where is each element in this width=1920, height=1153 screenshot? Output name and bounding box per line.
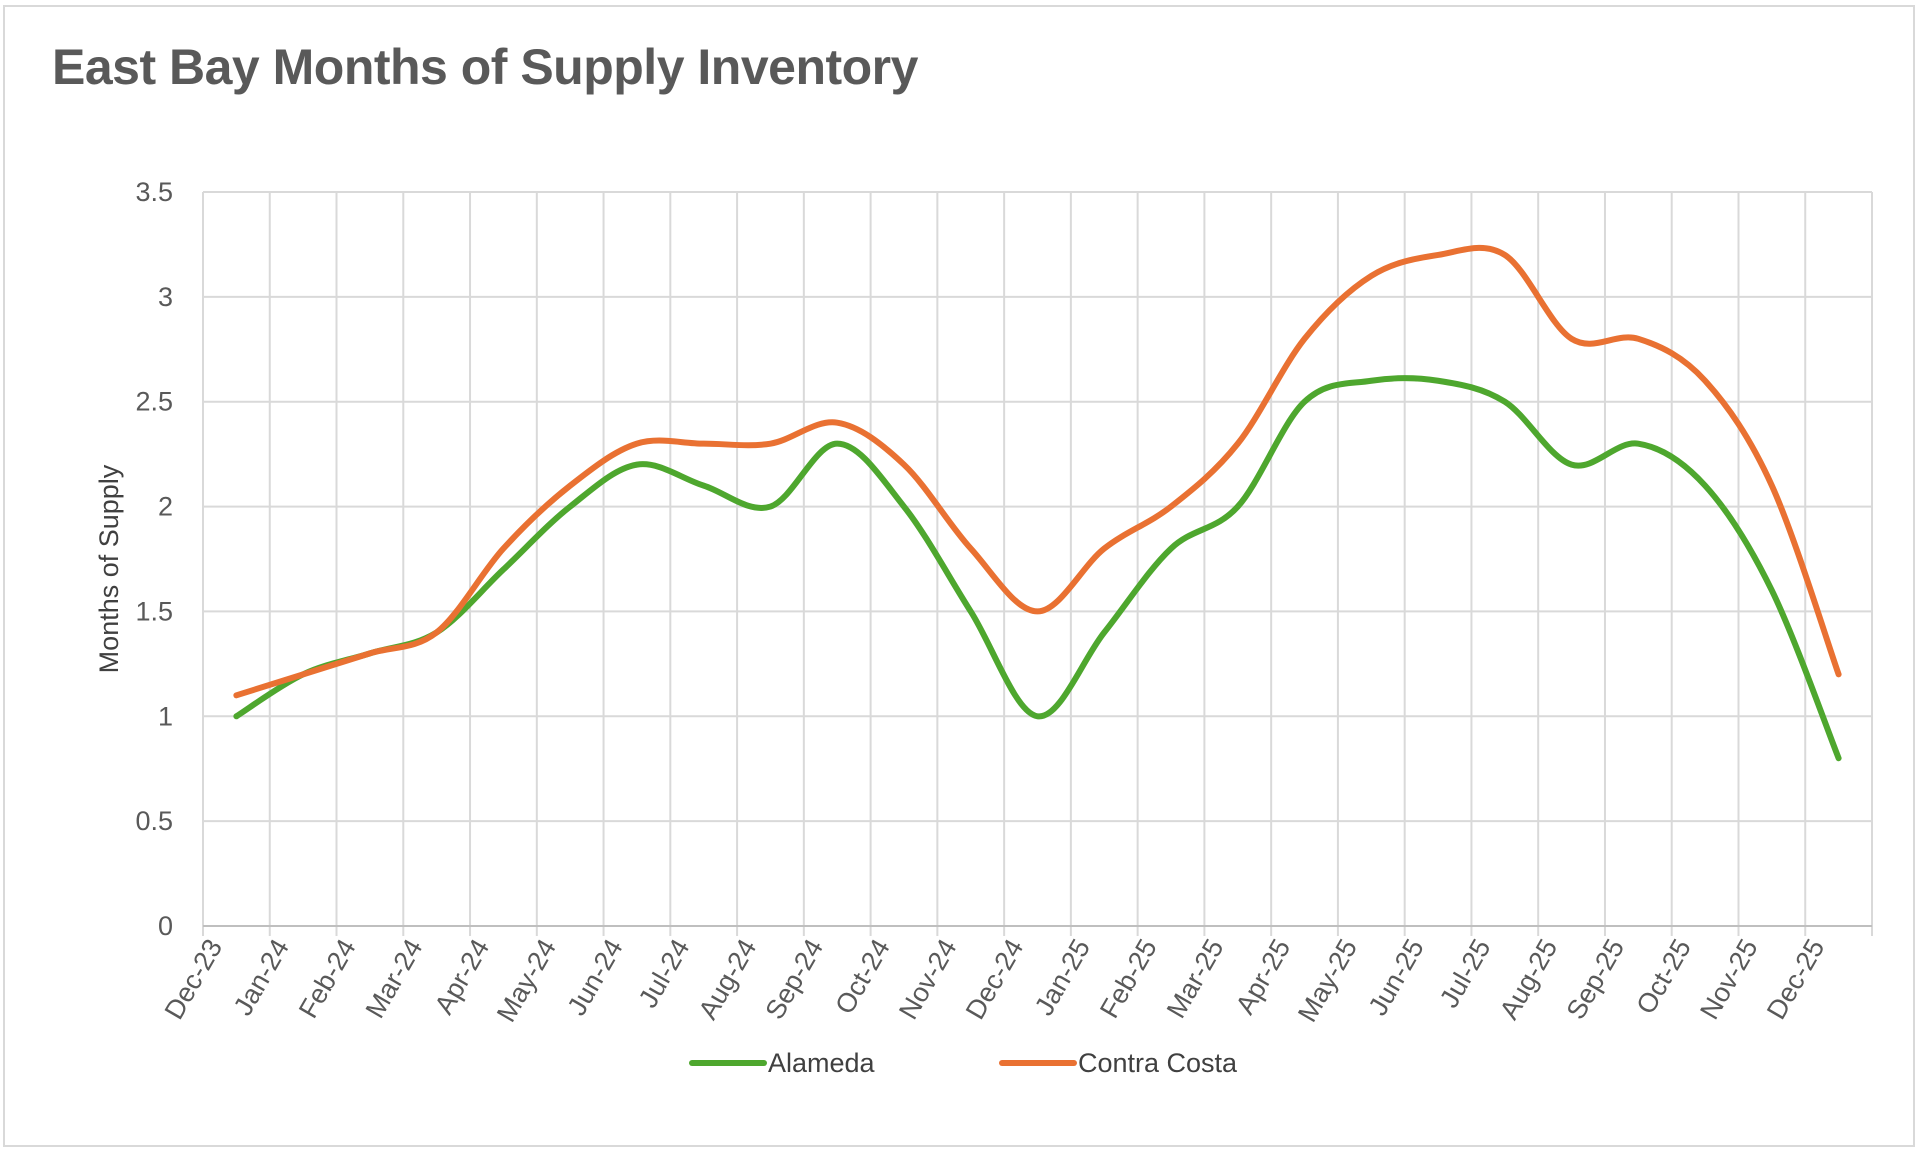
y-tick-label: 3 xyxy=(158,282,173,312)
y-tick-label: 1.5 xyxy=(135,596,173,626)
x-tick-label: Apr-25 xyxy=(1230,934,1297,1019)
x-tick-label: Jan-24 xyxy=(228,934,295,1021)
y-tick-label: 0 xyxy=(158,911,173,941)
x-tick-label: Dec-25 xyxy=(1761,934,1831,1024)
y-axis-label: Months of Supply xyxy=(94,464,124,673)
x-tick-label: Jul-24 xyxy=(633,934,696,1013)
x-tick-label: Sep-24 xyxy=(760,934,830,1024)
x-tick-label: Mar-25 xyxy=(1161,934,1230,1023)
chart-frame xyxy=(3,5,1915,1147)
legend: Alameda Contra Costa xyxy=(689,1048,1238,1078)
x-tick-label: Feb-24 xyxy=(293,934,362,1023)
x-tick-label: Dec-24 xyxy=(960,934,1030,1024)
x-tick-label: Sep-25 xyxy=(1561,934,1631,1024)
legend-label: Alameda xyxy=(768,1048,876,1078)
y-tick-label: 2 xyxy=(158,492,173,522)
x-tick-label: Oct-24 xyxy=(829,934,895,1019)
x-tick-label: Jan-25 xyxy=(1029,934,1096,1021)
legend-label: Contra Costa xyxy=(1078,1048,1238,1078)
grid-lines xyxy=(202,191,1873,936)
chart-title: East Bay Months of Supply Inventory xyxy=(52,39,918,95)
x-tick-label: May-24 xyxy=(491,934,562,1027)
x-tick-label: Nov-24 xyxy=(893,934,963,1024)
y-tick-label: 3.5 xyxy=(135,177,173,207)
x-tick-label: Oct-25 xyxy=(1630,934,1696,1019)
x-tick-label: Jul-25 xyxy=(1434,934,1497,1013)
y-tick-labels: 0 0.5 1 1.5 2 2.5 3 3.5 xyxy=(135,177,173,941)
x-tick-label: Jun-25 xyxy=(1363,934,1430,1021)
x-tick-label: Dec-23 xyxy=(159,934,229,1024)
x-tick-label: Nov-25 xyxy=(1694,934,1764,1024)
y-tick-label: 2.5 xyxy=(135,387,173,417)
x-tick-label: Aug-25 xyxy=(1494,934,1564,1024)
x-tick-label: Feb-25 xyxy=(1094,934,1163,1023)
x-tick-label: Apr-24 xyxy=(429,934,496,1019)
series-line-contra-costa xyxy=(233,244,1842,699)
x-tick-label: Aug-24 xyxy=(693,934,763,1024)
x-tick-label: Jun-24 xyxy=(561,934,628,1021)
y-tick-label: 1 xyxy=(158,701,173,731)
x-tick-label: May-25 xyxy=(1292,934,1363,1027)
y-tick-label: 0.5 xyxy=(135,806,173,836)
series-lines xyxy=(233,244,1842,762)
series-line-alameda xyxy=(233,375,1842,762)
x-tick-label: Mar-24 xyxy=(360,934,429,1023)
